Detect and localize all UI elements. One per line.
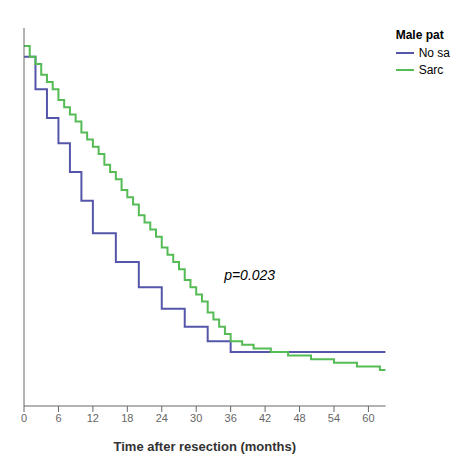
svg-text:54: 54 (328, 412, 340, 424)
svg-text:60: 60 (362, 412, 374, 424)
svg-text:24: 24 (156, 412, 168, 424)
svg-text:18: 18 (121, 412, 133, 424)
svg-text:12: 12 (87, 412, 99, 424)
svg-text:30: 30 (190, 412, 202, 424)
svg-text:0: 0 (21, 412, 27, 424)
html-text:No sa: No sa (418, 46, 450, 60)
svg-text:6: 6 (55, 412, 61, 424)
svg-text:42: 42 (259, 412, 271, 424)
html-text:Male pat: Male pat (395, 28, 444, 42)
html-text:Sarc: Sarc (418, 63, 444, 77)
svg-text:Time after resection (months): Time after resection (months) (114, 439, 297, 454)
svg-text:36: 36 (225, 412, 237, 424)
svg-text:p=0.023: p=0.023 (223, 267, 275, 283)
svg-text:48: 48 (293, 412, 305, 424)
